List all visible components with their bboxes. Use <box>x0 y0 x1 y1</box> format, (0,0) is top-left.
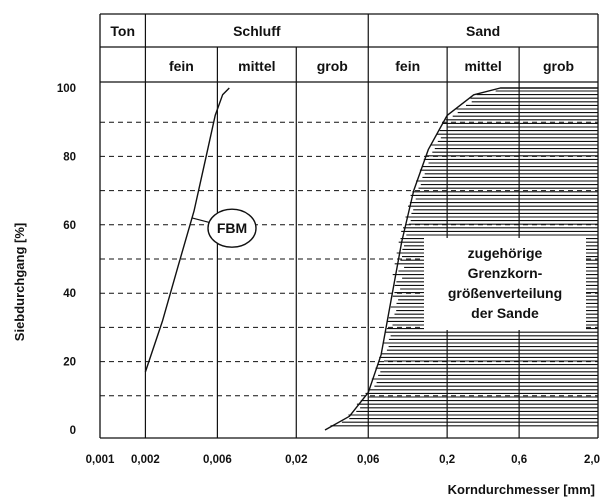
header-group-label: Schluff <box>233 23 281 39</box>
note-line: der Sande <box>471 305 539 321</box>
y-tick-label: 100 <box>57 83 76 95</box>
y-tick-label: 40 <box>63 288 76 300</box>
tick-labels: 0 20 40 60 80 100 0,001 0,002 0,006 0,02 0,06 0,2 0,… <box>57 83 600 466</box>
fbm-circle <box>207 208 257 248</box>
y-axis-label: Siebdurchgang [%] <box>12 223 27 341</box>
dashed-gridlines <box>100 121 598 397</box>
header-subgroup-label: grob <box>317 58 348 74</box>
y-tick-label: 60 <box>63 220 76 232</box>
curves <box>144 87 598 431</box>
x-tick-label: 0,6 <box>511 454 527 466</box>
x-tick-label: 0,2 <box>439 454 455 466</box>
header-subgroup-label: fein <box>395 58 420 74</box>
x-tick-label: 0,06 <box>357 454 379 466</box>
x-tick-label: 0,001 <box>86 454 115 466</box>
note-line: größenverteilung <box>448 285 562 301</box>
header-subgroup-label: grob <box>543 58 574 74</box>
sand-curve <box>324 87 598 431</box>
header-group-label: Sand <box>466 23 500 39</box>
x-axis-label: Korndurchmesser [mm] <box>448 482 595 497</box>
y-tick-label: 20 <box>63 357 76 369</box>
y-tick-label: 0 <box>70 425 76 437</box>
header-subgroup-label: fein <box>169 58 194 74</box>
header-subgroup-label: mittel <box>238 58 275 74</box>
header-subgroup-label: mittel <box>464 58 501 74</box>
header-group-label: Ton <box>110 23 135 39</box>
soil-class-header: Ton Schluff Sand fein mittel grob fein mittel gr… <box>110 23 574 74</box>
note-box <box>424 238 586 330</box>
x-tick-label: 0,002 <box>131 454 160 466</box>
class-boundary-lines <box>99 13 599 439</box>
fbm-curve <box>144 87 230 373</box>
note-line: zugehörige <box>468 245 543 261</box>
note-line: Grenzkorn- <box>468 265 543 281</box>
annotations: FBM zugehörige Grenzkorn-größenverteilung d… <box>191 208 586 330</box>
x-tick-label: 0,006 <box>203 454 232 466</box>
fbm-label: FBM <box>217 220 247 236</box>
y-tick-label: 80 <box>63 151 76 163</box>
x-tick-label: 0,02 <box>285 454 307 466</box>
x-tick-label: 2,0 <box>584 454 600 466</box>
